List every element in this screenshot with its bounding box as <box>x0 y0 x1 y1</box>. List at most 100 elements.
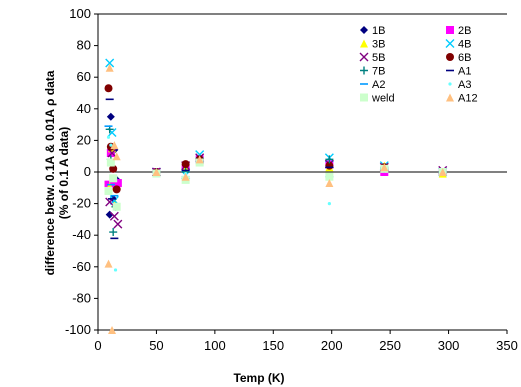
data-point <box>195 155 204 164</box>
legend-item: A1 <box>446 66 471 78</box>
legend-marker <box>359 52 369 62</box>
x-tick-label: 350 <box>496 338 518 353</box>
series-a3 <box>106 135 445 272</box>
y-tick-label: 80 <box>77 38 91 53</box>
series-4b <box>105 58 448 205</box>
legend-item: A12 <box>446 93 478 105</box>
data-point <box>109 211 119 221</box>
legend-label: A3 <box>458 79 471 91</box>
legend-item: weld <box>360 93 395 105</box>
y-axis-title-line1: difference betw. 0.1A & 0.01A ρ data <box>43 70 57 275</box>
series-a2 <box>104 125 447 197</box>
data-point <box>105 63 114 72</box>
data-point <box>104 259 113 268</box>
legend-label: 7B <box>372 66 385 78</box>
data-point <box>325 179 334 188</box>
y-tick-label: 20 <box>77 132 91 147</box>
series-1b <box>105 112 447 219</box>
y-tick-label: 40 <box>77 101 91 116</box>
x-tick-label: 50 <box>149 338 163 353</box>
y-tick-label: 60 <box>77 69 91 84</box>
data-point <box>104 186 113 195</box>
data-point <box>104 84 113 93</box>
legend-item: 5B <box>359 52 385 64</box>
x-tick-label: 300 <box>438 338 460 353</box>
data-point <box>327 202 331 206</box>
data-point <box>181 160 190 169</box>
legend-label: 3B <box>372 39 385 51</box>
legend-marker <box>360 26 368 34</box>
legend-item: 6B <box>446 52 471 64</box>
legend-item: A2 <box>360 79 385 91</box>
y-tick-label: -60 <box>72 259 91 274</box>
data-point <box>109 143 113 147</box>
legend-marker <box>360 39 368 48</box>
legend-label: 1B <box>372 25 385 37</box>
y-tick-label: 0 <box>84 164 91 179</box>
legend-marker <box>446 93 454 102</box>
y-tick-label: -40 <box>72 227 91 242</box>
x-tick-label: 150 <box>262 338 284 353</box>
y-tick-label: -20 <box>72 196 91 211</box>
series-weld <box>104 158 447 211</box>
legend-marker <box>445 39 455 48</box>
x-axis-title: Temp (K) <box>233 371 284 385</box>
series-a12 <box>104 63 447 334</box>
data-point <box>112 202 121 211</box>
data-point <box>181 172 190 181</box>
legend-item: 2B <box>446 25 471 37</box>
legend-item: 4B <box>445 39 471 51</box>
data-point <box>112 185 121 194</box>
legend: 1B 2B 3B 4B 5B 6B 7B A1 A2 A3 weld A12 <box>359 25 478 105</box>
data-point <box>106 158 115 167</box>
data-point <box>325 172 334 181</box>
legend-label: weld <box>371 93 395 105</box>
legend-label: A1 <box>458 66 471 78</box>
data-point <box>113 268 118 272</box>
legend-label: A2 <box>372 79 385 91</box>
x-tick-label: 250 <box>379 338 401 353</box>
legend-item: 3B <box>360 39 385 51</box>
data-points <box>104 58 448 334</box>
legend-label: 6B <box>458 52 471 64</box>
data-point <box>109 228 118 237</box>
y-tick-label: -80 <box>72 290 91 305</box>
data-point <box>106 149 115 158</box>
data-point <box>105 58 115 68</box>
series-7b <box>105 125 447 237</box>
data-point <box>109 174 118 183</box>
y-axis-title-line2: (% of 0.1 A data) <box>57 127 71 219</box>
series-5b <box>105 148 448 229</box>
data-point <box>325 155 334 164</box>
legend-item: 1B <box>360 25 385 37</box>
data-point <box>152 168 161 176</box>
legend-label: A12 <box>458 93 478 105</box>
data-point <box>438 168 447 176</box>
legend-label: 2B <box>458 25 471 37</box>
data-point <box>112 152 121 161</box>
y-tick-label: -100 <box>65 322 91 337</box>
x-tick-label: 100 <box>204 338 226 353</box>
data-point <box>106 135 111 139</box>
data-point <box>380 163 389 172</box>
x-tick-label: 0 <box>94 338 101 353</box>
legend-marker <box>446 26 454 34</box>
y-tick-label: 100 <box>69 6 91 21</box>
legend-label: 4B <box>458 39 471 51</box>
legend-marker <box>446 53 454 61</box>
data-point <box>108 326 117 334</box>
legend-marker <box>360 93 368 102</box>
data-point <box>110 141 119 150</box>
data-point <box>113 179 122 188</box>
legend-marker <box>448 82 452 86</box>
legend-marker <box>360 66 368 75</box>
legend-label: 5B <box>372 52 385 64</box>
data-point <box>106 112 115 121</box>
x-tick-label: 200 <box>321 338 343 353</box>
data-point <box>113 219 123 229</box>
data-point <box>109 164 118 173</box>
legend-item: A3 <box>448 79 471 91</box>
legend-item: 7B <box>360 66 385 78</box>
